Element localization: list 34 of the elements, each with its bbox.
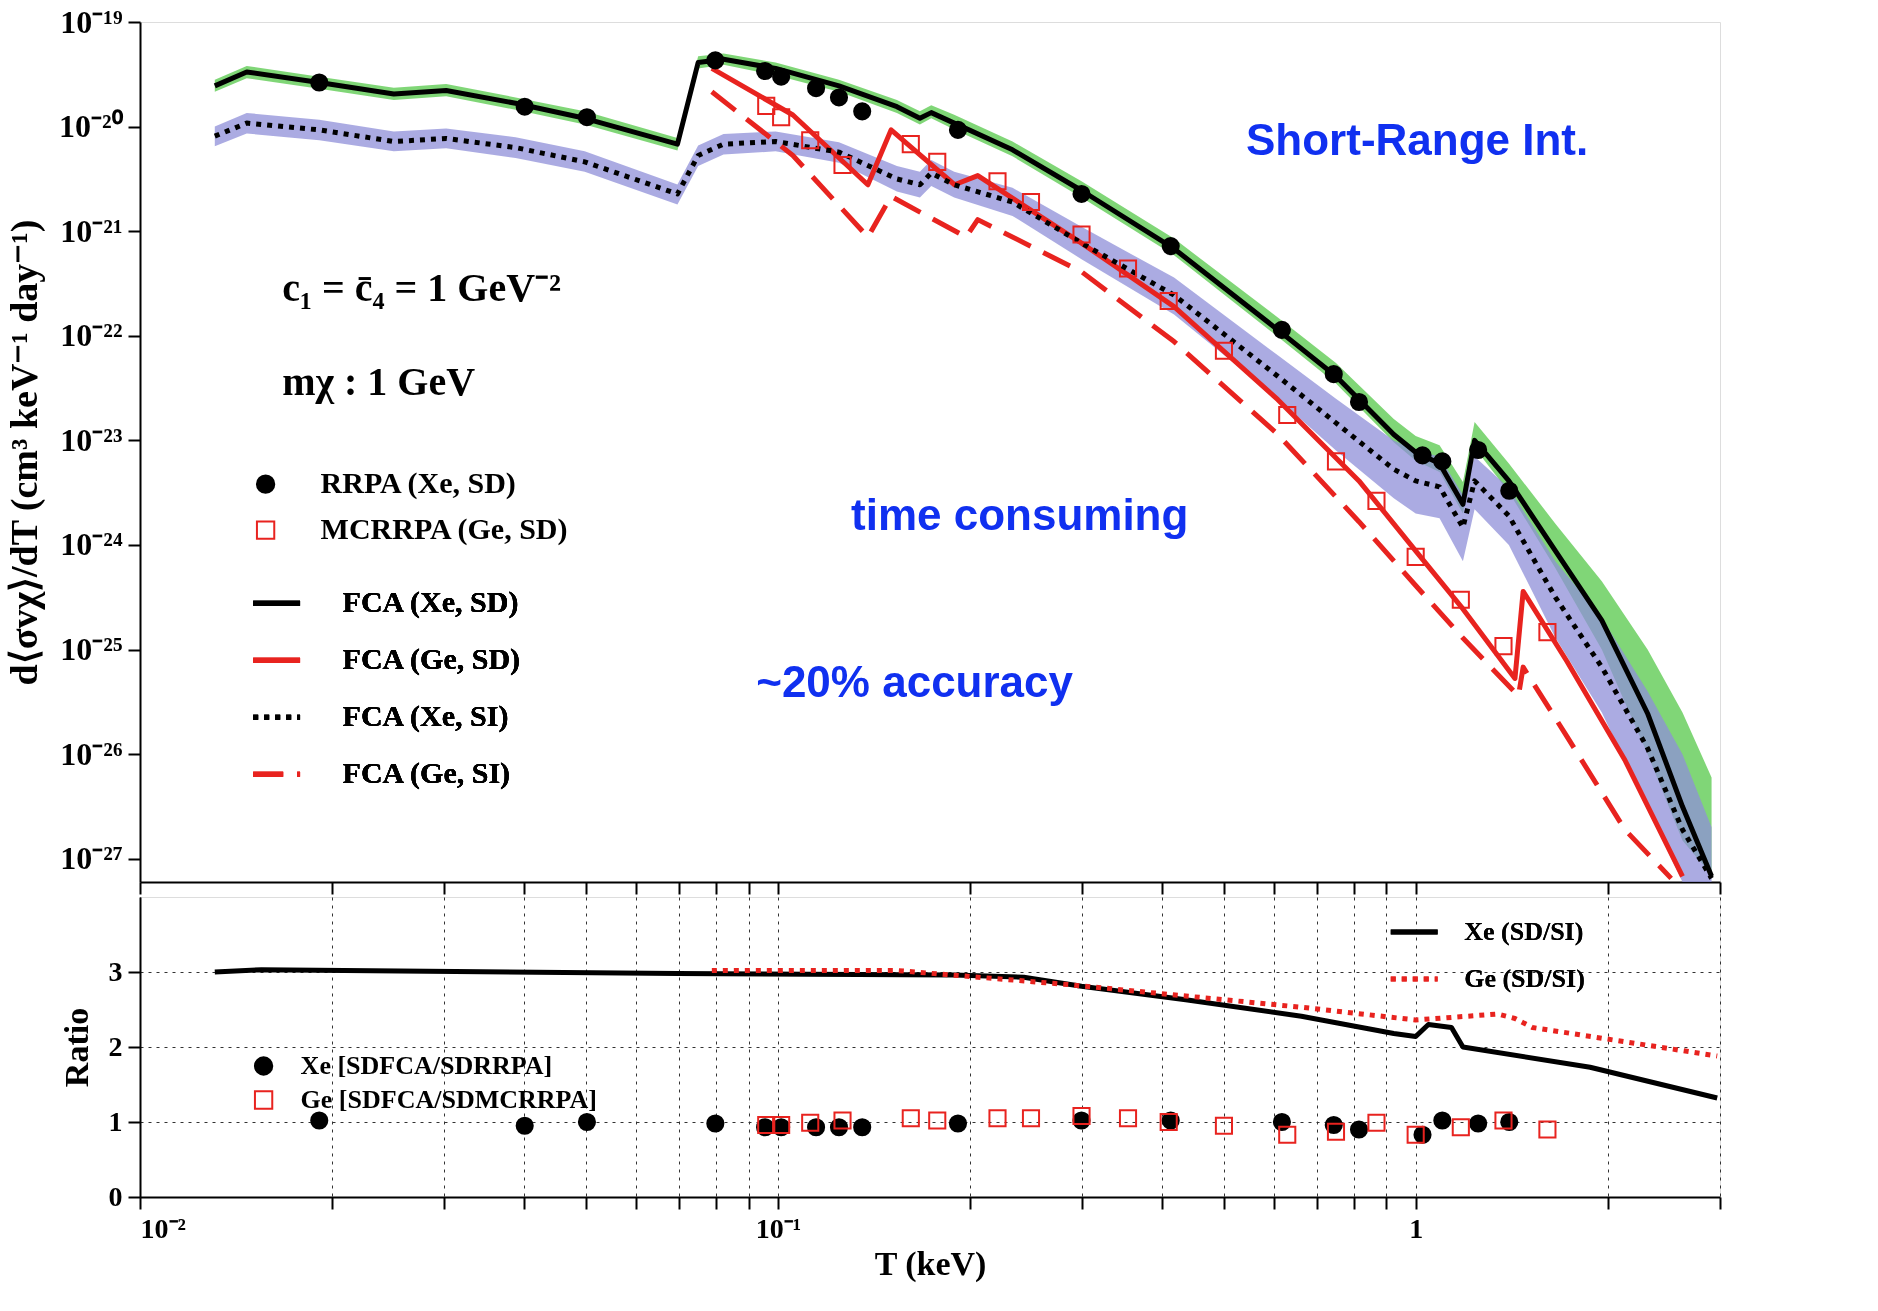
annotation: Short-Range Int. (1246, 115, 1589, 165)
y-tick-label: 10⁻²⁴ (60, 526, 123, 563)
y-tick-label: 10⁻¹⁹ (60, 3, 123, 40)
y-tick-label: 3 (108, 955, 123, 987)
legend-label: Xe (SD/SI) (1464, 917, 1584, 946)
legend-label: FCA (Ge, SI) (342, 756, 511, 791)
y-tick-label: 10⁻²² (60, 317, 123, 354)
y-tick-label: 2 (108, 1030, 123, 1062)
legend-label: FCA (Xe, SD) (342, 585, 519, 620)
legend-label: Ge [SDFCA/SDMCRRPA] (300, 1085, 597, 1114)
annotation: mχ : 1 GeV (282, 359, 476, 405)
y-tick-label: 10⁻²⁶ (60, 735, 123, 772)
legend-label: Xe [SDFCA/SDRRPA] (300, 1051, 553, 1080)
y-tick-label: 10⁻²³ (60, 421, 123, 458)
y-tick-label: 10⁻²⁷ (60, 840, 123, 877)
x-tick-label: 10⁻¹ (755, 1212, 802, 1244)
y-tick-label: 0 (108, 1180, 123, 1212)
y-tick-label: 10⁻²⁰ (58, 108, 124, 145)
annotation: ~20% accuracy (756, 657, 1074, 707)
legend-label: FCA (Xe, SI) (342, 699, 509, 734)
y-axis-title: Ratio (57, 1007, 95, 1088)
x-tick-label: 10⁻² (140, 1212, 186, 1244)
y-tick-label: 10⁻²¹ (60, 212, 123, 249)
x-tick-label: 1 (1409, 1212, 1424, 1244)
x-axis-title: T (keV) (874, 1244, 987, 1283)
y-axis-title: d⟨σvχ⟩/dT (cm³ keV⁻¹ day⁻¹) (2, 219, 46, 686)
legend-label: Ge (SD/SI) (1464, 964, 1585, 993)
annotation: c₁ = c̄₄ = 1 GeV⁻² (282, 264, 562, 310)
legend-label: RRPA (Xe, SD) (320, 466, 516, 501)
legend-label: FCA (Ge, SD) (342, 642, 521, 677)
y-tick-label: 1 (108, 1105, 123, 1137)
annotation: time consuming (851, 489, 1189, 539)
y-tick-label: 10⁻²⁵ (60, 631, 123, 668)
legend-label: MCRRPA (Ge, SD) (320, 512, 568, 547)
